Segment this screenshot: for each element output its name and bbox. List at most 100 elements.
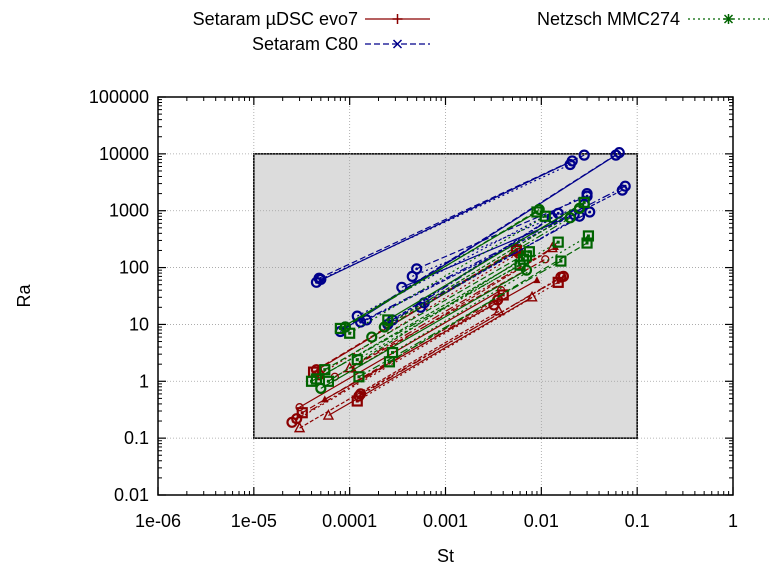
series-line <box>412 203 585 277</box>
data-point-center <box>559 259 563 263</box>
series-line <box>328 296 533 417</box>
y-tick-label: 100000 <box>89 87 149 107</box>
data-point-marker <box>322 409 335 420</box>
y-tick-label: 0.01 <box>114 485 149 505</box>
y-tick-label: 10 <box>129 314 149 334</box>
data-point <box>310 373 323 385</box>
legend-marker <box>723 14 734 24</box>
data-point-center <box>415 267 419 271</box>
data-point-marker <box>564 158 576 171</box>
data-point <box>613 147 625 159</box>
data-point <box>616 184 628 196</box>
data-point-center <box>357 375 361 379</box>
series-line <box>356 241 559 361</box>
data-point-marker <box>520 250 533 262</box>
y-tick-label: 10000 <box>99 144 149 164</box>
data-point-marker <box>382 314 394 326</box>
data-point-center <box>300 411 304 415</box>
data-point-marker <box>315 382 327 394</box>
series-line <box>349 247 553 369</box>
data-point-center <box>535 210 539 214</box>
data-point <box>582 230 595 242</box>
data-point-center <box>585 241 589 245</box>
series-line <box>316 248 517 371</box>
series-line <box>299 310 500 429</box>
series-line <box>389 242 588 363</box>
data-point <box>533 203 545 216</box>
data-point-center <box>323 368 327 372</box>
data-point-marker <box>354 316 367 328</box>
data-point-center <box>501 293 505 297</box>
data-point-marker <box>310 373 323 385</box>
data-point <box>322 375 335 387</box>
series-line <box>318 252 519 376</box>
data-point-marker <box>322 375 335 387</box>
series-line <box>324 279 538 400</box>
data-point <box>541 255 550 264</box>
series-line <box>316 258 524 380</box>
legend-marker <box>392 39 403 49</box>
data-point <box>291 413 303 425</box>
data-point <box>353 390 365 402</box>
series-line <box>311 264 521 382</box>
data-point <box>564 212 576 224</box>
series-line <box>384 207 580 328</box>
x-axis-label: St <box>437 546 454 566</box>
data-point-marker <box>564 212 576 224</box>
data-point-center <box>582 200 586 204</box>
data-point-marker <box>291 413 303 425</box>
data-point-center <box>387 360 391 364</box>
data-point-marker <box>353 371 365 383</box>
data-point-center <box>556 240 560 244</box>
data-point-marker <box>386 346 399 359</box>
data-point-center <box>617 151 621 155</box>
data-point-marker <box>581 237 593 249</box>
series-line <box>344 208 540 328</box>
y-tick-label: 100 <box>119 258 149 278</box>
series-line <box>356 193 588 317</box>
data-point <box>344 327 356 339</box>
data-point <box>552 236 564 248</box>
data-point-marker <box>353 390 365 402</box>
data-point <box>322 409 335 420</box>
data-point-center <box>391 351 395 355</box>
x-tick-label: 1 <box>728 511 738 531</box>
data-point-center <box>295 417 299 421</box>
data-point-marker <box>526 290 538 302</box>
series-line <box>356 281 559 402</box>
data-point <box>366 331 378 343</box>
data-point <box>493 304 505 316</box>
x-tick-label: 0.1 <box>625 511 650 531</box>
x-tick-label: 0.001 <box>423 511 468 531</box>
data-point-marker <box>541 255 550 264</box>
data-point <box>520 250 533 262</box>
y-tick-label: 1000 <box>109 201 149 221</box>
data-point-marker <box>321 395 329 403</box>
data-point-marker <box>344 327 356 339</box>
plot-area: 1e-06 1e-05 0.0001 0.001 0.01 0.1 1 0.01 0.1 1 10 1… <box>89 87 738 531</box>
data-point-marker <box>533 276 541 284</box>
data-point-center <box>348 331 352 335</box>
data-point <box>386 346 399 359</box>
data-point-center <box>524 254 528 258</box>
data-point-marker <box>552 236 564 248</box>
data-point <box>557 270 570 282</box>
data-point-marker <box>293 421 306 433</box>
series-line <box>328 255 527 382</box>
series-line <box>318 154 585 279</box>
x-tick-label: 1e-05 <box>231 511 277 531</box>
data-point-center <box>521 257 525 261</box>
series-line <box>324 251 530 371</box>
data-point-marker <box>613 147 625 159</box>
y-axis-label: Ra <box>14 284 34 308</box>
legend: Setaram µDSC evo7 Setaram C80 Netzsch MM… <box>193 9 769 54</box>
data-point <box>564 158 576 171</box>
x-tick-label: 0.01 <box>524 511 559 531</box>
data-point-center <box>496 298 500 302</box>
y-tick-label: 0.1 <box>124 428 149 448</box>
data-point-marker <box>315 273 327 285</box>
data-point-marker <box>578 196 590 209</box>
legend-label-setaram-c80: Setaram C80 <box>252 34 358 54</box>
data-point-marker <box>578 149 590 161</box>
